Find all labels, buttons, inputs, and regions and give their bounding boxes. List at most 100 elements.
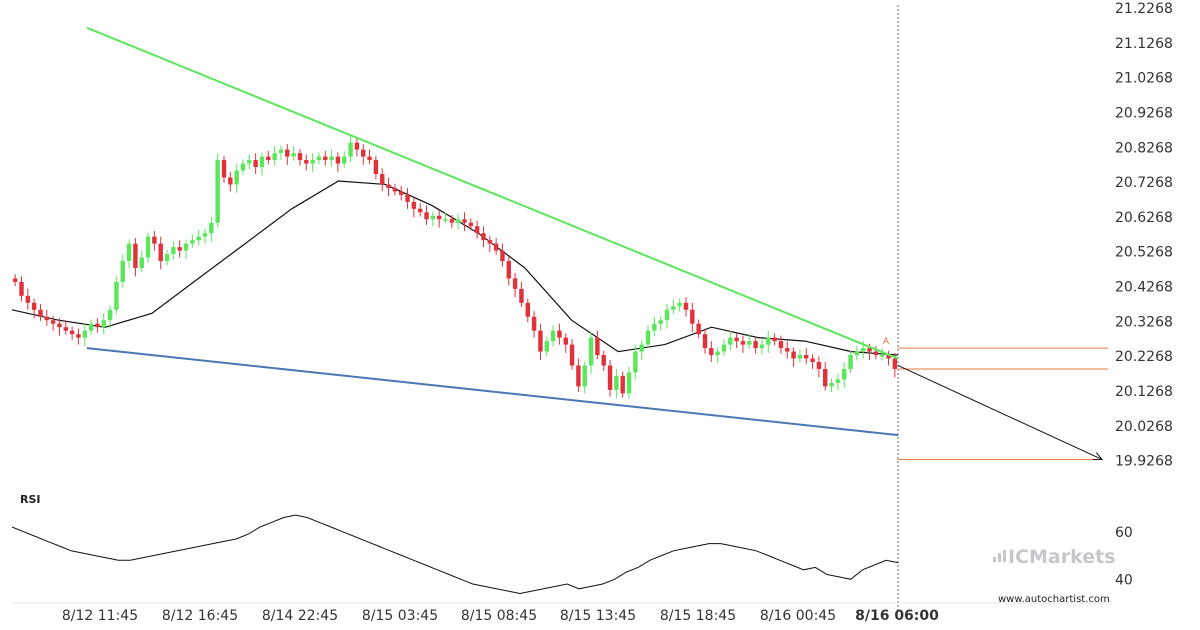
candle-body — [272, 153, 277, 161]
candle-body — [209, 222, 214, 234]
candle-body — [38, 309, 43, 317]
candle-body — [519, 288, 524, 303]
candle-body — [544, 341, 549, 352]
candle-body — [791, 351, 796, 359]
candle-body — [259, 156, 265, 168]
pattern-marker: A — [883, 337, 890, 347]
candle-body — [82, 330, 87, 338]
candle-body — [348, 142, 353, 157]
y-tick-label: 20.0268 — [1115, 419, 1173, 435]
y-tick-label: 19.9268 — [1115, 454, 1173, 470]
candle-body — [25, 295, 31, 303]
candle-body — [645, 330, 651, 345]
candle-body — [854, 351, 860, 356]
rsi-panel: 60 40 — [11, 514, 1133, 595]
y-axis-ticks: 21.2268 21.1268 21.0268 20.9268 20.8268 20.72… — [1115, 1, 1173, 470]
y-tick-label: 20.3268 — [1115, 314, 1173, 330]
candle-body — [879, 355, 885, 357]
y-tick-label: 21.1268 — [1115, 36, 1173, 52]
forecast-arrow — [897, 347, 1108, 461]
candle-body — [785, 348, 790, 352]
candle-body — [804, 355, 809, 359]
candle-body — [177, 247, 182, 251]
candle-body — [19, 281, 24, 296]
candle-body — [715, 351, 720, 356]
candle-body — [221, 160, 227, 178]
candle-body — [183, 243, 189, 251]
candle-body — [95, 323, 100, 328]
candle-body — [342, 156, 347, 164]
y-tick-label: 20.9268 — [1115, 105, 1173, 121]
candle-body — [443, 219, 448, 221]
candle-body — [139, 257, 144, 268]
x-tick-label: 8/16 06:00 — [855, 608, 939, 624]
candle-body — [582, 365, 587, 387]
candle-body — [50, 320, 56, 324]
candle-body — [753, 341, 758, 349]
candle-body — [576, 365, 581, 387]
candle-body — [455, 219, 461, 223]
candle-body — [607, 365, 613, 390]
candle-body — [886, 355, 891, 359]
grid — [12, 5, 1112, 612]
candle-body — [500, 250, 505, 262]
x-tick-label: 8/14 22:45 — [262, 608, 338, 624]
candle-body — [557, 330, 562, 338]
site-url: www.autochartist.com — [998, 594, 1110, 605]
candle-body — [436, 215, 442, 220]
candle-body — [44, 316, 50, 321]
candle-body — [709, 348, 714, 356]
rsi-label: RSI — [20, 493, 41, 506]
moving-average-path — [11, 180, 899, 356]
candle-body — [658, 320, 663, 324]
candle-body — [285, 149, 290, 157]
x-tick-label: 8/12 16:45 — [162, 608, 238, 624]
rsi-tick-label: 60 — [1115, 525, 1133, 541]
candle-body — [462, 219, 467, 223]
brand-watermark: ICMarkets — [993, 546, 1116, 568]
candle-body — [133, 243, 138, 268]
candle-body — [367, 156, 372, 161]
candle-body — [728, 337, 733, 345]
candle-body — [145, 236, 151, 258]
candle-body — [411, 201, 417, 209]
candle-body — [304, 160, 309, 164]
candle-body — [677, 302, 682, 307]
rsi-tick-label: 40 — [1115, 572, 1133, 588]
candle-body — [620, 375, 625, 394]
candle-body — [664, 309, 670, 321]
candle-body — [114, 281, 119, 310]
candle-body — [468, 222, 474, 227]
candle-body — [323, 156, 328, 161]
candle-body — [696, 323, 701, 335]
candle-body — [816, 361, 822, 369]
candle-body — [63, 327, 69, 331]
candle-body — [202, 233, 208, 237]
candle-body — [152, 236, 157, 244]
y-tick-label: 20.7268 — [1115, 175, 1173, 191]
candle-body — [892, 358, 898, 369]
candle-body — [266, 156, 271, 161]
candle-body — [297, 153, 303, 161]
candle-body — [797, 355, 803, 359]
candle-body — [683, 302, 689, 310]
x-tick-label: 8/15 03:45 — [362, 608, 438, 624]
candle-body — [772, 337, 777, 342]
candle-body — [69, 330, 75, 335]
candle-body — [310, 160, 315, 164]
candle-body — [538, 330, 543, 352]
candle-body — [563, 337, 568, 345]
candle-body — [392, 187, 398, 192]
candle-body — [164, 254, 170, 262]
candle-body — [740, 341, 746, 345]
candle-body — [550, 330, 556, 342]
candle-body — [829, 382, 834, 387]
candle-body — [690, 309, 695, 324]
candle-body — [240, 163, 246, 171]
candle-body — [171, 247, 176, 255]
brand-watermark-text: ICMarkets — [1008, 546, 1116, 568]
candle-body — [835, 379, 841, 383]
candle-body — [873, 351, 879, 356]
candle-body — [633, 351, 638, 373]
